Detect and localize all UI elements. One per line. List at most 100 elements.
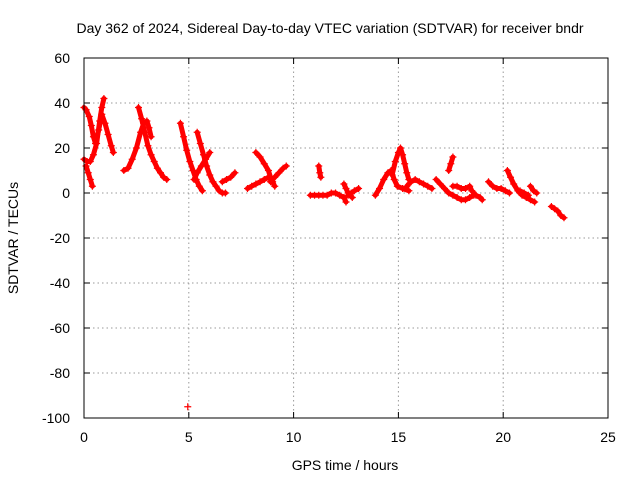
- series-arc-7: [193, 128, 229, 197]
- data-point: [86, 158, 94, 165]
- data-point: [243, 185, 251, 192]
- y-tick-label: -60: [50, 320, 70, 336]
- x-tick-label: 10: [286, 429, 302, 445]
- data-point: [267, 178, 275, 186]
- data-point: [468, 187, 476, 195]
- data-point: [453, 182, 461, 190]
- data-point: [89, 151, 97, 159]
- data-point: [394, 149, 402, 156]
- data-point: [447, 160, 455, 168]
- data-point: [252, 149, 260, 156]
- data-point: [510, 180, 518, 188]
- data-point: [275, 169, 283, 177]
- series-arc-19: [403, 176, 436, 192]
- series-arc-21: [445, 153, 457, 174]
- chart-title: Day 362 of 2024, Sidereal Day-to-day VTE…: [76, 20, 583, 36]
- data-point: [348, 194, 356, 201]
- data-point: [189, 167, 197, 174]
- data-point: [399, 185, 407, 192]
- data-point: [107, 142, 115, 150]
- data-point: [376, 185, 384, 192]
- data-point: [195, 182, 203, 190]
- data-point: [501, 187, 509, 195]
- y-tick-label: -80: [50, 365, 70, 381]
- data-point: [405, 187, 413, 195]
- data-point: [256, 153, 264, 161]
- data-point: [554, 207, 562, 215]
- data-point: [507, 173, 515, 181]
- data-point: [315, 162, 323, 170]
- data-point: [355, 185, 363, 192]
- data-point: [432, 176, 440, 183]
- x-axis-label: GPS time / hours: [292, 457, 399, 473]
- series-arc-27: [547, 203, 568, 222]
- y-tick-label: 40: [54, 95, 70, 111]
- data-point: [401, 160, 409, 168]
- series-trace: [219, 170, 238, 185]
- data-point: [150, 158, 158, 165]
- x-tick-label: 25: [600, 429, 616, 445]
- data-point: [180, 133, 188, 141]
- series-arc-20: [432, 176, 478, 204]
- data-point: [88, 182, 96, 190]
- data-point: [85, 113, 93, 120]
- data-point: [183, 146, 191, 154]
- y-tick-label: -100: [42, 410, 70, 426]
- data-point: [128, 155, 136, 163]
- data-point: [485, 178, 493, 186]
- data-point: [227, 173, 235, 181]
- data-point: [449, 153, 457, 161]
- y-tick-label: -20: [50, 230, 70, 246]
- data-point: [147, 151, 155, 159]
- data-point: [415, 178, 423, 186]
- data-point: [93, 140, 101, 147]
- series-arc-22: [449, 182, 486, 204]
- data-point: [526, 182, 534, 190]
- data-point: [441, 185, 449, 192]
- data-point: [86, 176, 94, 183]
- data-point: [520, 189, 528, 197]
- data-point: [399, 151, 407, 159]
- data-point: [271, 182, 279, 190]
- series-arc-25: [516, 187, 532, 199]
- series-trace: [83, 163, 95, 189]
- data-point: [84, 169, 92, 177]
- data-point: [342, 198, 350, 206]
- data-point: [380, 176, 388, 183]
- data-point: [391, 158, 399, 165]
- data-point: [141, 128, 149, 136]
- data-point: [193, 169, 201, 177]
- data-point: [231, 169, 239, 177]
- data-point: [436, 180, 444, 188]
- data-point: [424, 182, 432, 190]
- series-arc-26: [526, 182, 541, 197]
- series-arc-5: [134, 104, 171, 183]
- data-point: [209, 178, 217, 186]
- data-point: [256, 178, 264, 186]
- x-tick-label: 5: [185, 429, 193, 445]
- data-point: [516, 187, 524, 195]
- data-point: [396, 144, 404, 152]
- data-point: [466, 182, 474, 190]
- x-tick-label: 0: [80, 429, 88, 445]
- data-point: [120, 167, 128, 174]
- data-point: [497, 185, 505, 192]
- data-point: [132, 144, 140, 152]
- data-point: [533, 189, 541, 197]
- data-point: [218, 178, 226, 186]
- series-trace: [194, 129, 228, 196]
- data-point: [98, 104, 106, 111]
- data-point: [478, 196, 486, 204]
- data-point: [316, 169, 324, 177]
- data-point: [153, 164, 161, 172]
- series-arc-16: [340, 180, 356, 201]
- data-point: [138, 115, 146, 123]
- data-point: [332, 189, 340, 197]
- data-point: [190, 176, 198, 183]
- series-arc-23: [485, 178, 513, 197]
- data-point: [340, 194, 348, 201]
- data-point: [428, 185, 436, 192]
- data-point: [144, 142, 152, 150]
